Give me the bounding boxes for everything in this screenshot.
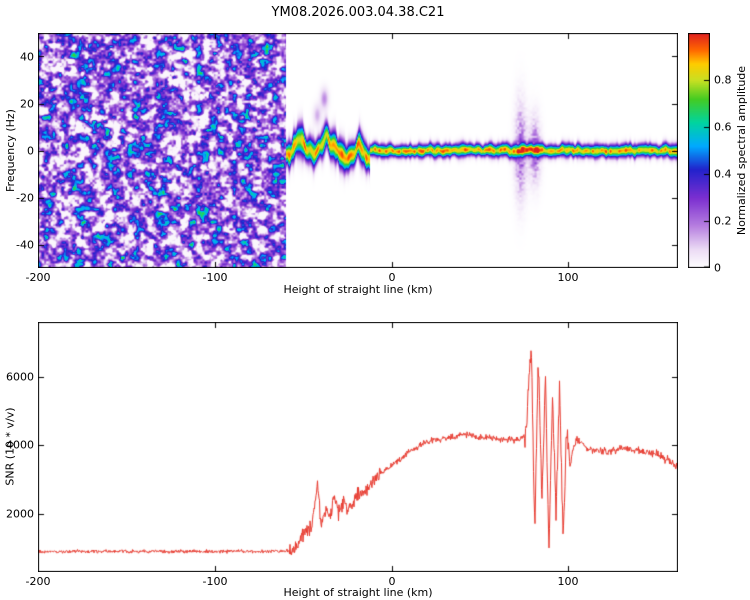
x-tick-label: -100: [202, 271, 228, 284]
colorbar-tick-label: 0.8: [714, 73, 732, 87]
y-tick-label: -20: [16, 191, 34, 204]
colorbar-tick-label: 0.2: [714, 214, 732, 228]
x-tick-label: 100: [557, 575, 579, 588]
figure-title: YM08.2026.003.04.38.C21: [271, 5, 445, 20]
x-tick-label: -200: [25, 271, 51, 284]
x-tick-label: -100: [202, 575, 228, 588]
y-tick-label: 2000: [6, 507, 34, 521]
y-tick-label: 6000: [6, 370, 34, 384]
x-tick-label: 100: [557, 271, 579, 284]
colorbar-tick-label: 0.4: [714, 167, 732, 181]
y-tick-label: -40: [16, 238, 34, 251]
spectrogram-x-axis-label: Height of straight line (km): [283, 283, 433, 296]
colorbar-axis-label: Normalized spectral amplitude: [735, 65, 748, 236]
colorbar: [688, 33, 710, 268]
colorbar-tick-label: 0.6: [714, 120, 732, 134]
x-tick-label: 0: [388, 271, 396, 284]
y-tick-label: 20: [20, 97, 34, 110]
snr-plot: [38, 322, 678, 572]
snr-x-axis-label: Height of straight line (km): [283, 586, 433, 599]
y-tick-label: 4000: [6, 438, 34, 452]
spectrogram-plot: [38, 33, 678, 268]
y-tick-label: 40: [20, 50, 34, 63]
colorbar-tick-label: 0: [714, 261, 721, 275]
x-tick-label: -200: [25, 575, 51, 588]
spectrogram-y-axis-label: Frequency (Hz): [4, 109, 17, 192]
y-tick-label: 0: [27, 144, 34, 157]
x-tick-label: 0: [388, 575, 396, 588]
snr-y-axis-label: SNR (10 * v/v): [3, 407, 17, 486]
